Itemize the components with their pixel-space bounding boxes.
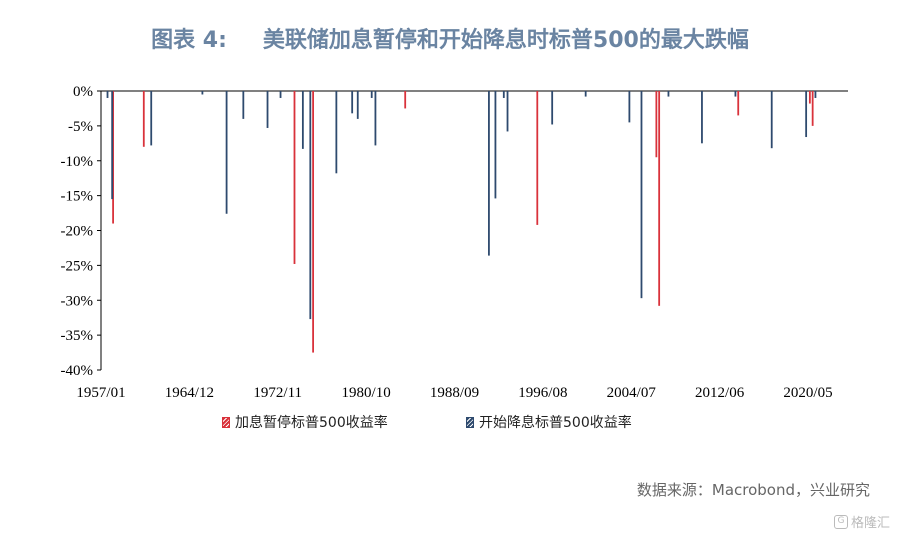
- bar-cut-start: [150, 91, 153, 146]
- bar-cut-start: [814, 91, 817, 98]
- source-note: 数据来源：Macrobond，兴业研究: [636, 481, 870, 499]
- chart-title: 图表 4: 美联储加息暂停和开始降息时标普500的最大跌幅: [0, 22, 900, 54]
- x-tick-label: 1964/12: [165, 385, 214, 401]
- chart-title-number: 图表 4:: [151, 28, 227, 53]
- x-tick-label: 2020/05: [783, 385, 832, 401]
- y-tick-label: -20%: [61, 224, 94, 240]
- bar-hike-pause: [737, 91, 740, 116]
- watermark-logo-icon: G: [833, 514, 848, 529]
- bar-cut-start: [370, 91, 373, 98]
- bar-hike-pause: [404, 91, 407, 109]
- bar-cut-start: [301, 91, 304, 149]
- y-axis: 0% -5% -10% -15% -20% -25% -30% -35% -40%: [61, 84, 102, 379]
- y-tick-label: -25%: [61, 258, 94, 274]
- bar-cut-start: [805, 91, 808, 138]
- legend-swatch-hike-pause: [222, 416, 230, 428]
- bar-cut-start: [279, 91, 282, 98]
- bar-hike-pause: [655, 91, 658, 158]
- y-tick-label: -30%: [61, 293, 94, 309]
- y-tick-label: -35%: [61, 328, 94, 344]
- y-tick-label: -15%: [61, 189, 94, 205]
- bar-cut-start: [770, 91, 773, 149]
- y-tick-label: -10%: [61, 154, 94, 170]
- watermark: G 格隆汇: [833, 512, 890, 531]
- y-tick-label: 0%: [73, 84, 93, 100]
- bar-cut-start: [551, 91, 554, 125]
- bar-cut-start: [225, 91, 228, 214]
- y-tick-label: -40%: [61, 363, 94, 379]
- bar-hike-pause: [808, 91, 811, 104]
- x-axis: 1957/01 1964/12 1972/11 1980/10 1988/09 1996/…: [76, 90, 848, 401]
- watermark-text: 格隆汇: [850, 516, 890, 531]
- legend-swatch-cut-start: [466, 416, 474, 428]
- bar-cut-start: [266, 91, 269, 128]
- y-tick-label: -5%: [68, 119, 93, 135]
- bar-cut-start: [356, 91, 359, 119]
- legend-label-hike-pause: 加息暂停标普500收益率: [235, 415, 388, 431]
- x-tick-label: 1996/08: [518, 385, 567, 401]
- bar-hike-pause: [658, 91, 661, 306]
- bar-chart: 0% -5% -10% -15% -20% -25% -30% -35% -40% 1957/0…: [61, 84, 848, 401]
- legend-label-cut-start: 开始降息标普500收益率: [479, 415, 632, 431]
- bar-cut-start: [335, 91, 338, 174]
- x-tick-label: 1972/11: [253, 385, 302, 401]
- bar-cut-start: [628, 91, 631, 123]
- legend: 加息暂停标普500收益率 开始降息标普500收益率: [0, 412, 900, 432]
- legend-item-cut-start: 开始降息标普500收益率: [466, 412, 632, 432]
- bar-cut-start: [488, 91, 490, 256]
- x-tick-label: 2004/07: [607, 385, 657, 401]
- x-tick-label: 1988/09: [430, 385, 479, 401]
- bar-hike-pause: [112, 91, 114, 224]
- bar-cut-start: [667, 91, 670, 97]
- x-tick-label: 1957/01: [76, 385, 125, 401]
- chart-title-text: 美联储加息暂停和开始降息时标普500的最大跌幅: [262, 28, 749, 53]
- bar-cut-start: [734, 91, 737, 97]
- legend-item-hike-pause: 加息暂停标普500收益率: [222, 412, 388, 432]
- x-tick-label: 1980/10: [342, 385, 391, 401]
- bar-cut-start: [640, 91, 643, 299]
- bar-cut-start: [506, 91, 509, 132]
- bar-cut-start: [374, 91, 377, 146]
- bar-hike-pause: [293, 91, 296, 264]
- bar-cut-start: [242, 91, 245, 119]
- bar-cut-start: [351, 91, 354, 114]
- bars-layer: [106, 91, 817, 353]
- bar-cut-start: [106, 91, 109, 98]
- bar-cut-start: [701, 91, 703, 144]
- bar-cut-start: [502, 91, 505, 98]
- bar-hike-pause: [811, 91, 814, 126]
- bar-hike-pause: [536, 91, 539, 225]
- bar-cut-start: [111, 91, 114, 200]
- bar-cut-start: [309, 91, 312, 320]
- bar-hike-pause: [312, 91, 314, 353]
- x-tick-label: 2012/06: [695, 385, 745, 401]
- bar-cut-start: [494, 91, 497, 199]
- bar-hike-pause: [142, 91, 145, 147]
- bar-cut-start: [201, 91, 204, 95]
- bar-cut-start: [584, 91, 587, 97]
